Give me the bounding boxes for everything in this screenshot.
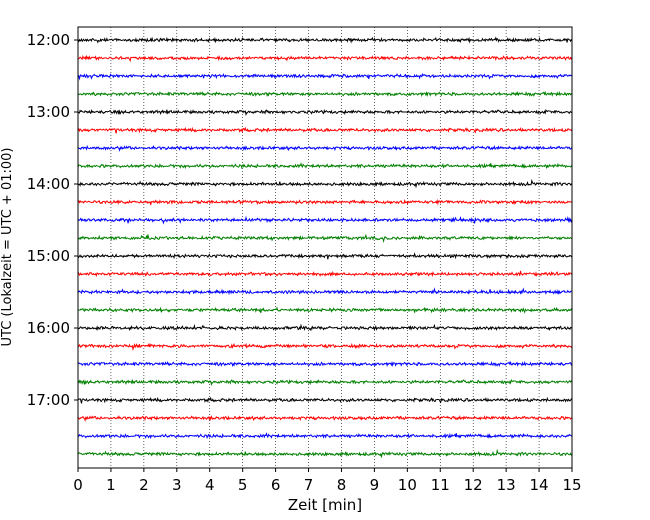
x-tick-label: 7 [304,476,314,494]
seismogram-trace [77,306,573,314]
x-tick-label: 8 [337,476,347,494]
seismogram-trace [77,415,573,423]
plot-frame [77,26,573,469]
x-tick-label: 4 [205,476,215,494]
y-tick-label: 16:00 [27,319,70,337]
x-tick-label: 10 [398,476,417,494]
seismogram-trace [77,270,573,278]
x-tick-label: 6 [271,476,281,494]
seismogram-trace [77,178,573,189]
seismogram-trace [77,73,573,81]
seismogram-traces [77,36,573,459]
seismogram-trace [77,323,573,332]
seismogram-trace [77,36,573,44]
x-tick-label: 15 [562,476,581,494]
seismogram-trace [77,287,573,296]
seismogram-trace [77,108,572,117]
x-tick-label: 5 [238,476,248,494]
y-tick-label: 13:00 [27,103,70,121]
y-axis-label: UTC (Lokalzeit = UTC + 01:00) [0,148,15,347]
x-tick-label: 9 [370,476,380,494]
seismogram-trace [77,432,573,440]
seismogram-trace [77,360,573,368]
seismogram-trace [77,396,573,404]
y-tick-label: 17:00 [27,391,70,409]
x-tick-label: 13 [497,476,516,494]
seismogram-trace [77,215,573,225]
seismogram-trace [77,233,573,243]
x-tick-label: 14 [530,476,549,494]
seismogram-trace [77,54,573,63]
plot-background [78,27,572,468]
seismogram-trace [77,162,573,170]
seismogram-trace [77,90,573,98]
seismogram-trace [77,126,573,134]
x-tick-label: 1 [106,476,116,494]
seismogram-trace [77,144,573,153]
x-tick-label: 2 [139,476,149,494]
seismogram-trace [77,342,573,352]
y-axis-ticks: 12:00 13:00 14:00 15:00 16:00 17:00 [27,31,78,409]
y-tick-label: 14:00 [27,175,70,193]
seismogram-trace [77,198,573,206]
seismogram-trace [77,378,573,387]
seismogram-trace [77,448,573,459]
x-tick-label: 0 [73,476,83,494]
x-tick-label: 11 [431,476,450,494]
y-tick-label: 15:00 [27,247,70,265]
x-axis-label: Zeit [min] [288,496,362,514]
x-axis-ticks: 0 1 2 3 4 5 6 7 8 9 10 11 12 13 14 15 [73,468,582,494]
y-tick-label: 12:00 [27,31,70,49]
seismogram-trace [77,252,573,260]
x-tick-label: 12 [464,476,483,494]
x-tick-label: 3 [172,476,182,494]
